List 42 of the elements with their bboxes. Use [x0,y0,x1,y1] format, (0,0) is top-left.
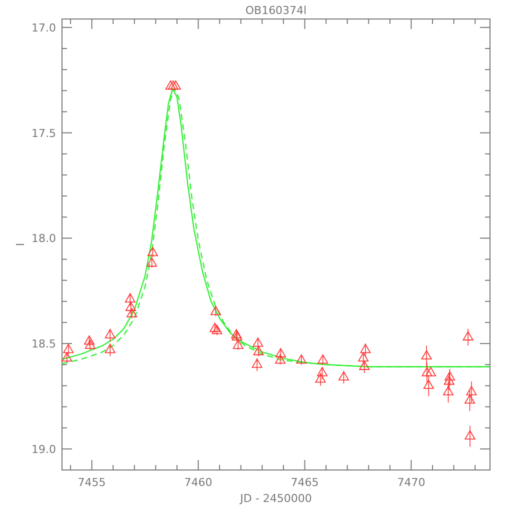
point [252,358,262,368]
point [358,352,369,362]
point [170,80,181,90]
point [466,386,477,396]
point [338,371,349,380]
y-tick-label: 17.5 [32,126,56,140]
point [359,360,370,370]
point [315,373,326,383]
x-tick-label: 7465 [290,476,319,489]
x-tick-label: 7460 [184,476,212,489]
point [444,371,456,380]
y-tick-label: 17.0 [32,21,56,34]
point [124,293,136,303]
point [104,329,116,338]
point [210,306,221,316]
point [423,380,434,389]
y-axis-title: I [14,242,27,246]
x-tick-label: 7470 [397,476,426,489]
point [168,80,178,90]
x-axis-title: JD - 2450000 [239,492,312,505]
point [443,386,454,396]
point [126,308,138,318]
y-tick-label: 18.0 [32,232,56,246]
point [165,80,176,90]
point [462,331,474,340]
point [296,354,307,364]
point [426,367,436,376]
point [360,344,371,354]
point [84,340,96,349]
point [464,430,476,440]
point [316,367,328,376]
x-tick-label: 7455 [78,476,106,489]
point [126,302,136,311]
point [104,344,116,354]
point [421,350,432,360]
point [444,375,454,385]
point [84,335,95,345]
y-tick-label: 19.0 [32,442,56,456]
point [464,394,476,404]
chart-title: OB160374l [245,4,307,17]
point [422,367,432,376]
y-tick-label: 18.5 [32,338,56,351]
